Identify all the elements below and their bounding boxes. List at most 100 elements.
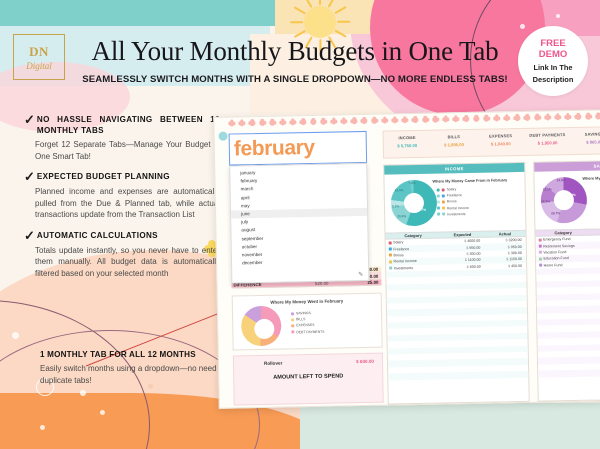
teal-band <box>0 0 290 26</box>
feature-body: Totals update instantly, so you never ha… <box>35 245 220 278</box>
income-table: Category Expected Actual Salary $ 4000.0… <box>385 229 529 387</box>
dot-decoration-3 <box>100 410 105 415</box>
free-demo-badge[interactable]: FREE DEMO Link In The Description <box>518 26 588 96</box>
callout-body: Easily switch months using a dropdown—no… <box>40 364 226 385</box>
spend-chart-panel: Where My Money Went in February SAVINGS … <box>231 292 383 351</box>
flower-icon <box>289 118 297 126</box>
savings-chart-area: Where My Money Went 28.4% 26.7% 18.3% 12… <box>534 169 600 230</box>
flower-icon <box>370 116 378 124</box>
flower-icon <box>401 116 409 124</box>
check-icon: ✓ <box>24 227 35 243</box>
kpi-expenses: EXPENSES $ 1,040.00 <box>489 133 513 147</box>
rollover-label: Rollover <box>263 360 283 366</box>
feature-item-3: ✓ AUTOMATIC CALCULATIONS Totals update i… <box>24 227 220 280</box>
dot-decoration-2 <box>80 390 86 396</box>
flower-icon <box>248 119 256 127</box>
flower-icon <box>595 112 600 120</box>
flower-icon <box>421 115 429 123</box>
kpi-income: INCOME $ 5,750.00 <box>397 134 418 149</box>
kpi-debt-payments: DEBT PAYMENTS $ 1,950.00 <box>529 132 566 146</box>
legend-item: Rental Income <box>436 206 469 211</box>
flower-icon <box>258 118 266 126</box>
savings-pct-education: 12.1% <box>542 187 552 192</box>
feature-body: Planned income and expenses are automati… <box>35 187 220 219</box>
kpi-strip: INCOME $ 5,750.00 BILLS $ 1,895.00 EXPEN… <box>382 126 600 159</box>
kpi-bills: BILLS $ 1,895.00 <box>444 134 464 148</box>
income-chart-legend: Salary Freelance Bonus Rental Income Inv… <box>436 187 469 219</box>
flower-icon <box>442 115 450 123</box>
flower-icon <box>503 114 511 122</box>
legend-item: DEBT PAYMENTS <box>291 329 324 334</box>
income-chart-area: Where My Money Came From in February 55.… <box>384 172 525 233</box>
mint-bottom-band <box>300 403 600 449</box>
dot-decoration-7 <box>556 14 560 18</box>
kpi-savings: SAVINGS $ 865.00 <box>584 131 600 145</box>
savings-pct-retirement: 26.7% <box>551 211 561 216</box>
flower-icon <box>228 119 236 127</box>
check-icon: ✓ <box>24 169 35 184</box>
brand-logo: DN Digital <box>13 34 65 80</box>
ring-decoration-1 <box>36 378 54 396</box>
income-pct-bonus: 5.2% <box>391 204 400 209</box>
flower-icon <box>482 114 491 122</box>
flower-icon <box>533 113 541 121</box>
dot-decoration-5 <box>148 384 153 389</box>
feature-item-2: ✓ EXPECTED BUDGET PLANNING Planned incom… <box>24 169 220 221</box>
feature-heading: NO HASSLE NAVIGATING BETWEEN 12 MONTHLY … <box>36 115 220 135</box>
spreadsheet-mockup[interactable]: EXPENSES 1150.00 1040.00 DEBT PAYMENTS 2… <box>213 109 600 409</box>
savings-pct-home: 14.5% <box>556 178 566 183</box>
month-select-cell[interactable]: february <box>228 130 368 166</box>
page-subtitle: SEAMLESSLY SWITCH MONTHS WITH A SINGLE D… <box>82 74 508 85</box>
legend-item: SAVINGS <box>290 311 324 316</box>
check-icon: ✓ <box>24 112 35 127</box>
flower-icon <box>391 116 399 124</box>
savings-chart-title: Where My Money Went <box>582 176 600 181</box>
month-dropdown-list[interactable]: january february march april may june ju… <box>229 162 370 284</box>
flower-icon <box>523 113 531 121</box>
income-donut-chart <box>390 179 438 227</box>
savings-panel: SAVINGS Where My Money Went 28.4% 26.7% … <box>533 159 600 402</box>
income-pct-freelance: 16.5% <box>394 188 404 193</box>
flower-icon <box>513 114 521 122</box>
flower-icon <box>299 118 307 126</box>
income-pct-investments: 7.8% <box>408 180 416 186</box>
income-pct-rental: 20.0% <box>397 214 407 219</box>
spend-donut-chart <box>240 305 282 347</box>
flower-icon <box>574 112 582 120</box>
badge-demo-label: DEMO <box>538 49 568 60</box>
edit-pencil-icon[interactable]: ✎ <box>358 272 364 279</box>
flower-icon <box>472 114 480 122</box>
flower-icon <box>432 115 440 123</box>
legend-item: BILLS <box>291 317 324 322</box>
flower-icon <box>340 117 348 125</box>
flower-icon <box>330 117 338 125</box>
feature-body: Forget 12 Separate Tabs—Manage Your Budg… <box>35 140 220 161</box>
flower-icon <box>350 117 358 125</box>
income-chart-title: Where My Money Came From in February <box>432 178 508 184</box>
logo-script: Digital <box>26 60 52 71</box>
dot-decoration-4 <box>40 425 45 430</box>
flower-icon <box>238 119 246 127</box>
savings-pct-emergency: 28.4% <box>566 192 576 198</box>
selected-month-value: february <box>233 135 315 161</box>
rollover-panel: Rollover $ 600.00 AMOUNT LEFT TO SPEND <box>232 352 384 406</box>
amount-left-label: AMOUNT LEFT TO SPEND <box>273 373 344 381</box>
dot-decoration-6 <box>520 24 525 29</box>
flower-icon <box>554 113 562 121</box>
spend-chart-title: Where My Money Went in February <box>270 298 344 305</box>
flower-icon <box>544 113 552 121</box>
flower-icon <box>452 115 460 123</box>
callout-heading: 1 MONTHLY TAB FOR ALL 12 MONTHS <box>40 350 196 359</box>
feature-list: ✓ NO HASSLE NAVIGATING BETWEEN 12 MONTHL… <box>24 112 220 288</box>
savings-table: Category Expected Actual Emergency Fund … <box>535 227 600 384</box>
flower-icon <box>269 118 277 126</box>
flower-icon <box>360 116 368 124</box>
pink-cloud-blob <box>0 62 130 132</box>
legend-item: Investments <box>437 212 469 217</box>
dot-decoration-1 <box>12 332 19 339</box>
empty-row <box>388 377 528 386</box>
flower-icon <box>584 112 592 120</box>
income-panel: INCOME Where My Money Came From in Febru… <box>383 161 530 405</box>
dropdown-option-december[interactable]: december <box>241 260 263 266</box>
